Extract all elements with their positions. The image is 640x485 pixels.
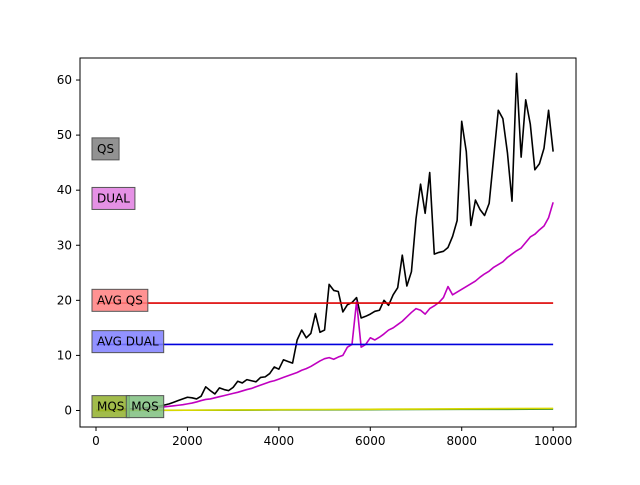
x-tick-label: 6000 xyxy=(355,434,386,448)
annotation-box xyxy=(91,137,120,161)
y-tick-label: 60 xyxy=(57,73,72,87)
x-tick-label: 10000 xyxy=(534,434,572,448)
x-tick-label: 0 xyxy=(92,434,100,448)
annotation-mqs-4: MQS xyxy=(91,395,130,419)
series-line-qs-0 xyxy=(95,72,554,412)
y-tick-label: 20 xyxy=(57,293,72,307)
x-tick-label: 2000 xyxy=(172,434,203,448)
annotation-box xyxy=(91,330,165,354)
annotation-mqs-5: MQS xyxy=(125,395,165,419)
annotation-label: DUAL xyxy=(97,191,130,205)
annotation-label: QS xyxy=(97,142,114,156)
y-tick-label: 0 xyxy=(64,403,72,417)
y-tick-label: 40 xyxy=(57,183,72,197)
annotation-dual-1: DUAL xyxy=(91,186,136,210)
annotation-label: MQS xyxy=(131,400,158,414)
y-tick-label: 30 xyxy=(57,238,72,252)
annotation-label: AVG DUAL xyxy=(97,335,159,349)
annotation-qs-0: QS xyxy=(91,137,120,161)
annotation-label: MQS xyxy=(97,400,124,414)
y-tick-label: 10 xyxy=(57,348,72,362)
annotation-label: AVG QS xyxy=(97,293,143,307)
x-tick-label: 4000 xyxy=(264,434,295,448)
annotation-avg-qs-2: AVG QS xyxy=(91,288,149,312)
series-line-mqs-5 xyxy=(95,407,554,412)
y-axis: 0 10 20 30 40 50 60 xyxy=(57,73,80,417)
annotation-box xyxy=(125,395,165,419)
series-line-dual-1 xyxy=(95,202,554,412)
series-layer xyxy=(95,72,554,412)
x-axis: 0 2000 4000 6000 8000 10000 xyxy=(92,427,572,448)
plot-frame xyxy=(79,57,577,428)
x-tick-label: 8000 xyxy=(446,434,477,448)
y-tick-label: 50 xyxy=(57,128,72,142)
annotation-box xyxy=(91,186,136,210)
annotation-box xyxy=(91,288,149,312)
annotation-layer: QS DUAL AVG QS AVG DUAL MQS MQS xyxy=(91,137,165,419)
annotation-avg-dual-3: AVG DUAL xyxy=(91,330,165,354)
